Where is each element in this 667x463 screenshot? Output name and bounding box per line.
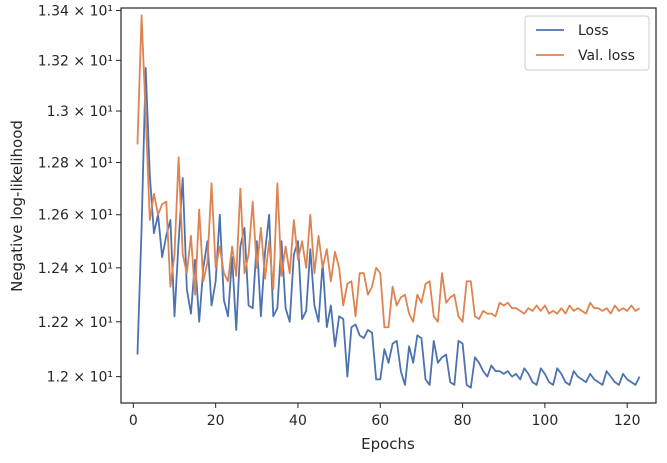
x-tick-label: 20: [207, 413, 225, 429]
x-tick-label: 0: [129, 413, 138, 429]
legend-label-loss: Loss: [578, 23, 609, 39]
x-tick-label: 100: [532, 413, 559, 429]
y-tick-label: 1.28 × 10¹: [38, 155, 113, 171]
plot-frame: [120, 7, 657, 404]
x-tick-label: 120: [614, 413, 641, 429]
y-tick-label: 1.34 × 10¹: [38, 3, 113, 19]
plot-area: [136, 14, 641, 389]
y-tick-label: 1.26 × 10¹: [38, 208, 113, 224]
y-axis-label: Negative log-likelihood: [8, 120, 26, 292]
y-tick-label: 1.24 × 10¹: [38, 261, 113, 277]
legend: Loss Val. loss: [524, 15, 650, 71]
x-tick-label: 40: [289, 413, 307, 429]
x-tick-label: 60: [371, 413, 389, 429]
y-tick-label: 1.32 × 10¹: [38, 53, 113, 69]
x-axis-label: Epochs: [361, 435, 415, 453]
y-tick-label: 1.3 × 10¹: [47, 104, 113, 120]
y-tick-label: 1.22 × 10¹: [38, 315, 113, 331]
x-axis: 0 20 40 60 80 100 120: [129, 403, 641, 429]
y-tick-label: 1.2 × 10¹: [47, 370, 113, 386]
y-axis: 1.2 × 10¹ 1.22 × 10¹ 1.24 × 10¹ 1.26 × 10¹ 1…: [38, 3, 121, 386]
series-line-val-loss: [136, 14, 641, 329]
x-tick-label: 80: [454, 413, 472, 429]
legend-label-val-loss: Val. loss: [578, 48, 635, 64]
series-line-loss: [136, 67, 641, 389]
